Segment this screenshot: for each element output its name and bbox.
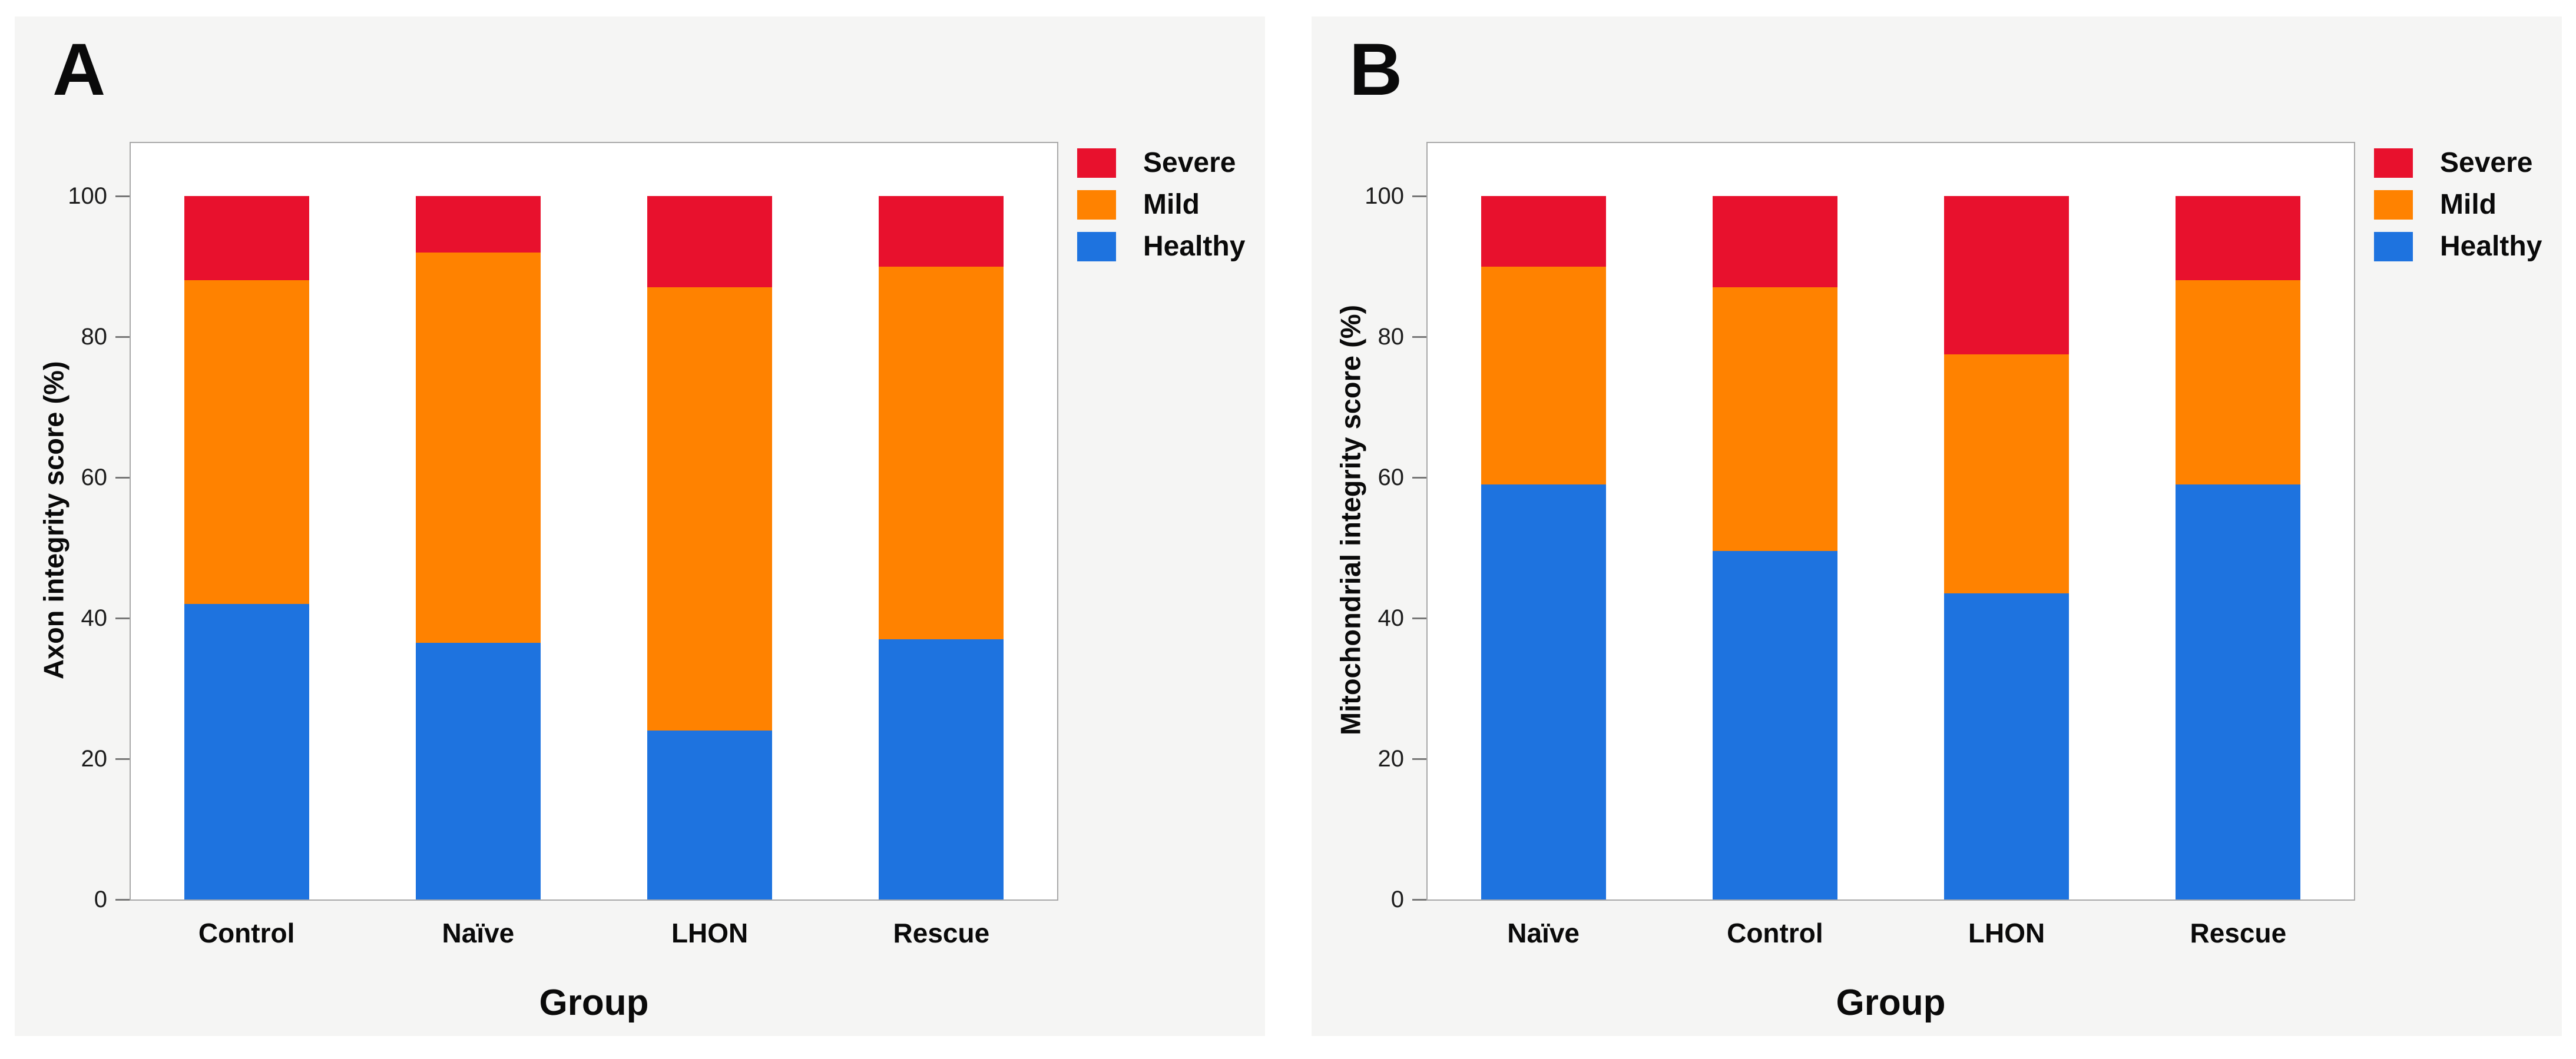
bar-segment-mild [1944,354,2070,594]
y-tick-label: 100 [68,183,107,209]
legend-label: Mild [2440,189,2496,220]
bar-segment-severe [184,196,309,281]
legend-label: Severe [2440,147,2533,178]
y-tick-mark [1412,336,1426,338]
panel-a-plot-area: Group 0 20 40 60 80 100 Control Naïve LHON Rescue [68,142,1058,1023]
y-tick-label: 100 [1365,183,1404,209]
legend-item-mild: Mild [2374,190,2542,220]
legend-swatch-healthy [2374,232,2413,261]
bar-segment-severe [879,196,1004,267]
panel-a-x-axis-title: Group [539,982,649,1023]
x-category-label: Naïve [442,918,515,948]
y-tick-label: 40 [1378,605,1405,631]
bar-segment-mild [415,252,541,643]
y-tick-label: 80 [81,324,108,350]
bar-segment-severe [415,196,541,253]
y-tick-mark [1412,898,1426,901]
x-category-label: Control [198,918,295,948]
y-tick-label: 20 [1378,746,1405,772]
bar-segment-mild [879,266,1004,639]
legend-swatch-mild [1077,190,1116,220]
legend-label: Severe [1143,147,1236,178]
legend-item-healthy: Healthy [1077,232,1245,261]
bar-segment-severe [647,196,773,288]
stacked-bar-rescue [2176,143,2301,899]
x-category-label: Control [1727,918,1823,948]
y-tick-mark [115,758,130,760]
stacked-bar-lhon [647,143,773,899]
stacked-bar-control [1712,143,1837,899]
y-tick-mark [1412,476,1426,479]
legend-item-severe: Severe [2374,148,2542,178]
stacked-bar-naïve [415,143,541,899]
bar-segment-mild [2176,280,2301,484]
bar-segment-severe [1712,196,1837,288]
panel-a-legend: Severe Mild Healthy [1077,148,1245,274]
y-tick-label: 0 [94,887,107,912]
x-category-label: LHON [1968,918,2045,948]
panel-a-y-axis-title: Axon integrity score (%) [38,361,69,679]
x-category-label: Rescue [893,918,990,948]
y-tick-mark [115,336,130,338]
y-tick-label: 20 [81,746,108,772]
y-tick-mark [1412,195,1426,197]
stacked-bar-naïve [1481,143,1606,899]
legend-item-severe: Severe [1077,148,1245,178]
bar-segment-healthy [1481,484,1606,899]
legend-item-mild: Mild [1077,190,1245,220]
bar-segment-mild [1712,287,1837,552]
x-category-label: Rescue [2190,918,2287,948]
panel-b-plot-area: Group 0 20 40 60 80 100 Naïve Control LHON Rescue [1365,142,2355,1023]
y-tick-label: 40 [81,605,108,631]
panel-a-letter: A [52,29,106,111]
stacked-bar-rescue [879,143,1004,899]
x-category-label: Naïve [1507,918,1580,948]
x-category-label: LHON [671,918,749,948]
y-tick-mark [1412,617,1426,619]
y-tick-mark [115,476,130,479]
bar-segment-severe [2176,196,2301,281]
stacked-bar-lhon [1944,143,2070,899]
y-tick-mark [115,195,130,197]
bar-segment-healthy [879,639,1004,899]
y-tick-label: 60 [1378,464,1405,490]
bar-segment-severe [1481,196,1606,267]
y-tick-label: 60 [81,464,108,490]
y-tick-mark [115,898,130,901]
bar-segment-healthy [1712,551,1837,899]
bar-segment-severe [1944,196,2070,354]
legend-label: Healthy [1143,231,1246,262]
bar-segment-healthy [2176,484,2301,899]
panel-b-letter: B [1349,29,1403,111]
y-tick-mark [1412,758,1426,760]
bar-segment-healthy [1944,593,2070,899]
legend-item-healthy: Healthy [2374,232,2542,261]
panel-b-y-axis-title: Mitochondrial integrity score (%) [1335,304,1366,736]
legend-swatch-healthy [1077,232,1116,261]
bar-segment-healthy [647,731,773,899]
y-tick-mark [115,617,130,619]
y-tick-label: 0 [1390,887,1404,912]
bar-segment-mild [647,287,773,731]
legend-swatch-severe [2374,148,2413,178]
bar-segment-mild [1481,266,1606,484]
panel-b-x-axis-title: Group [1836,982,1946,1023]
stacked-bar-control [184,143,309,899]
y-tick-label: 80 [1378,324,1405,350]
legend-swatch-mild [2374,190,2413,220]
panel-b-legend: Severe Mild Healthy [2374,148,2542,274]
legend-label: Mild [1143,189,1200,220]
legend-swatch-severe [1077,148,1116,178]
bar-segment-healthy [184,604,309,899]
bar-segment-mild [184,280,309,605]
panel-a: A Axon integrity score (%) Group 0 20 40 60… [15,16,1265,1036]
panel-b: B Mitochondrial integrity score (%) Grou… [1312,16,2562,1036]
legend-label: Healthy [2440,231,2542,262]
bar-segment-healthy [415,642,541,899]
